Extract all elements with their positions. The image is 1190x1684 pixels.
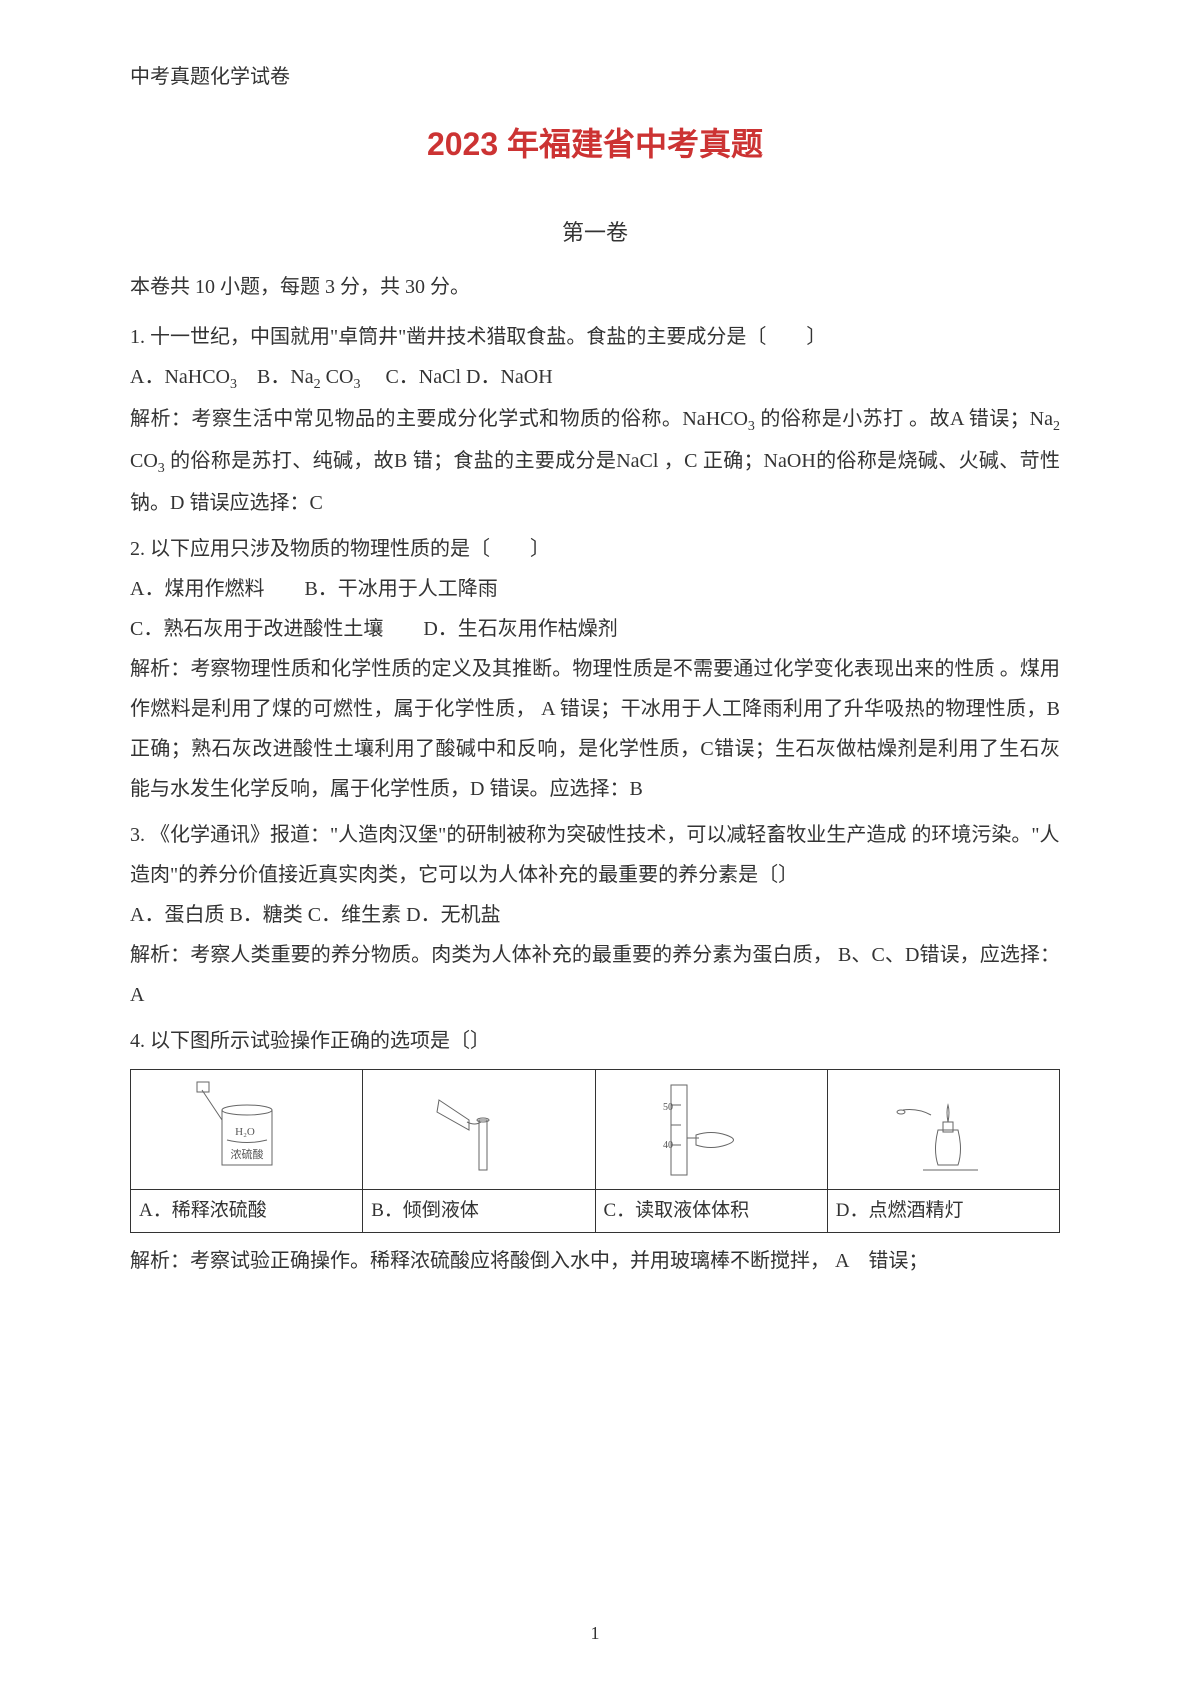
page-number: 1 — [0, 1623, 1190, 1644]
q4-image-row: H₂O 浓硫酸 — [131, 1070, 1060, 1190]
img-a-label: H₂O — [235, 1126, 255, 1138]
exam-page: 中考真题化学试卷 2023 年福建省中考真题 第一卷 本卷共 10 小题，每题 … — [0, 0, 1190, 1327]
img-a-label2: 浓硫酸 — [230, 1147, 263, 1161]
header-note: 中考真题化学试卷 — [130, 60, 1060, 89]
question-1: 1. 十一世纪，中国就用"卓筒井"凿井技术猎取食盐。食盐的主要成分是〔 〕 A．… — [130, 317, 1060, 523]
q4-caption-b: B．倾倒液体 — [363, 1190, 595, 1233]
q4-caption-d: D．点燃酒精灯 — [827, 1190, 1059, 1233]
q2-stem: 2. 以下应用只涉及物质的物理性质的是〔 〕 — [130, 529, 1060, 569]
q4-table: H₂O 浓硫酸 — [130, 1069, 1060, 1233]
q1-analysis: 解析：考察生活中常见物品的主要成分化学式和物质的俗称。NaHCO3 的俗称是小苏… — [130, 399, 1060, 523]
q4-img-b — [363, 1070, 595, 1190]
img-c-label-50: 50 — [663, 1102, 673, 1113]
q2-analysis: 解析：考察物理性质和化学性质的定义及其推断。物理性质是不需要通过化学变化表现出来… — [130, 649, 1060, 809]
q4-img-d — [827, 1070, 1059, 1190]
q4-img-c: 50 40 — [595, 1070, 827, 1190]
q4-caption-row: A．稀释浓硫酸 B．倾倒液体 C．读取液体体积 D．点燃酒精灯 — [131, 1190, 1060, 1233]
question-2: 2. 以下应用只涉及物质的物理性质的是〔 〕 A．煤用作燃料 B．干冰用于人工降… — [130, 529, 1060, 809]
q4-stem: 4. 以下图所示试验操作正确的选项是〔〕 — [130, 1021, 1060, 1061]
q1-options: A．NaHCO3 B．Na2 CO3 C．NaCl D．NaOH — [130, 357, 1060, 399]
read-volume-icon: 50 40 — [604, 1076, 819, 1183]
question-3: 3. 《化学通讯》报道："人造肉汉堡"的研制被称为突破性技术，可以减轻畜牧业生产… — [130, 815, 1060, 1015]
q4-analysis: 解析：考察试验正确操作。稀释浓硫酸应将酸倒入水中，并用玻璃棒不断搅拌， A 错误… — [130, 1241, 1060, 1281]
light-lamp-icon — [836, 1076, 1051, 1183]
section-intro: 本卷共 10 小题，每题 3 分，共 30 分。 — [130, 267, 1060, 307]
img-c-label-40: 40 — [663, 1140, 673, 1151]
beaker-pour-icon: H₂O 浓硫酸 — [139, 1076, 354, 1183]
section-title: 第一卷 — [130, 215, 1060, 247]
exam-title: 2023 年福建省中考真题 — [130, 119, 1060, 165]
q1-stem: 1. 十一世纪，中国就用"卓筒井"凿井技术猎取食盐。食盐的主要成分是〔 〕 — [130, 317, 1060, 357]
pour-liquid-icon — [371, 1076, 586, 1183]
q4-caption-a: A．稀释浓硫酸 — [131, 1190, 363, 1233]
q3-stem: 3. 《化学通讯》报道："人造肉汉堡"的研制被称为突破性技术，可以减轻畜牧业生产… — [130, 815, 1060, 895]
question-4: 4. 以下图所示试验操作正确的选项是〔〕 H₂O — [130, 1021, 1060, 1281]
q4-caption-c: C．读取液体体积 — [595, 1190, 827, 1233]
q3-analysis: 解析：考察人类重要的养分物质。肉类为人体补充的最重要的养分素为蛋白质， B、C、… — [130, 935, 1060, 1015]
q4-img-a: H₂O 浓硫酸 — [131, 1070, 363, 1190]
q3-options: A．蛋白质 B．糖类 C．维生素 D．无机盐 — [130, 895, 1060, 935]
q2-options: A．煤用作燃料 B．干冰用于人工降雨C．熟石灰用于改进酸性土壤 D．生石灰用作枯… — [130, 569, 1060, 649]
